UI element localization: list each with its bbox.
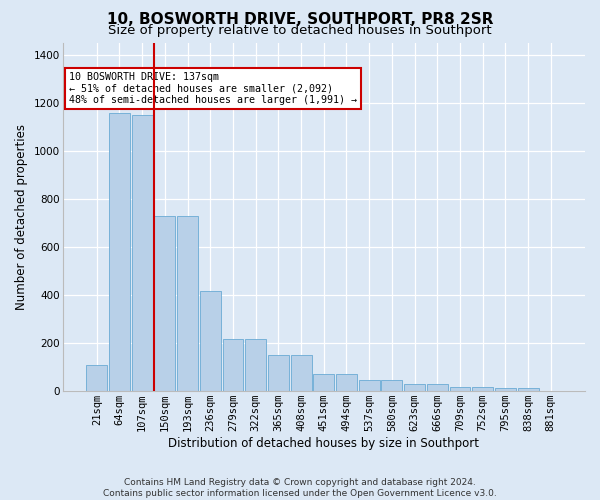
Bar bbox=[223, 340, 244, 391]
Text: Contains HM Land Registry data © Crown copyright and database right 2024.
Contai: Contains HM Land Registry data © Crown c… bbox=[103, 478, 497, 498]
Bar bbox=[154, 216, 175, 391]
Text: 10, BOSWORTH DRIVE, SOUTHPORT, PR8 2SR: 10, BOSWORTH DRIVE, SOUTHPORT, PR8 2SR bbox=[107, 12, 493, 28]
Bar bbox=[132, 115, 152, 391]
Bar bbox=[382, 380, 403, 391]
Bar bbox=[177, 216, 198, 391]
Y-axis label: Number of detached properties: Number of detached properties bbox=[15, 124, 28, 310]
X-axis label: Distribution of detached houses by size in Southport: Distribution of detached houses by size … bbox=[168, 437, 479, 450]
Bar bbox=[290, 354, 311, 391]
Bar bbox=[449, 387, 470, 391]
Bar bbox=[245, 340, 266, 391]
Bar bbox=[427, 384, 448, 391]
Bar bbox=[472, 387, 493, 391]
Bar bbox=[359, 380, 380, 391]
Bar bbox=[200, 290, 221, 391]
Bar bbox=[404, 384, 425, 391]
Bar bbox=[86, 364, 107, 391]
Text: 10 BOSWORTH DRIVE: 137sqm
← 51% of detached houses are smaller (2,092)
48% of se: 10 BOSWORTH DRIVE: 137sqm ← 51% of detac… bbox=[70, 72, 358, 106]
Bar bbox=[313, 374, 334, 391]
Bar bbox=[109, 114, 130, 391]
Bar bbox=[268, 354, 289, 391]
Text: Size of property relative to detached houses in Southport: Size of property relative to detached ho… bbox=[108, 24, 492, 37]
Bar bbox=[336, 374, 357, 391]
Bar bbox=[495, 388, 516, 391]
Bar bbox=[518, 388, 539, 391]
